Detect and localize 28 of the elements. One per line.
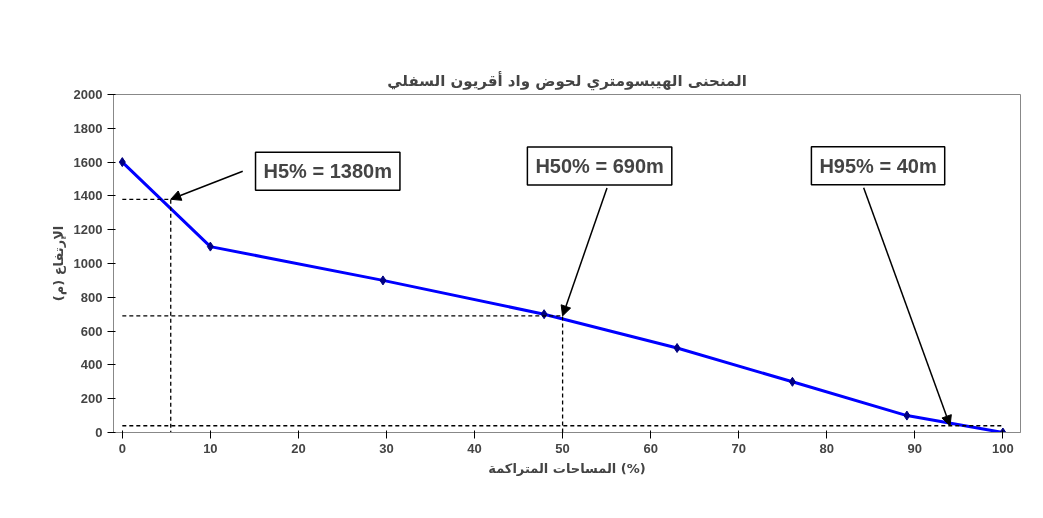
- x-tick-label: 70: [731, 440, 746, 456]
- y-tick-label: 800: [80, 289, 103, 305]
- x-tick-label: 90: [907, 440, 923, 456]
- annotation: H5% = 1380m: [263, 160, 392, 183]
- y-tick-label: 1200: [73, 222, 103, 238]
- x-tick-label: 10: [203, 440, 218, 456]
- y-tick-label: 600: [80, 323, 103, 339]
- y-tick-label: 400: [80, 357, 103, 373]
- x-tick-label: 60: [643, 440, 658, 456]
- x-tick-label: 50: [555, 440, 570, 456]
- x-tick-label: 40: [467, 440, 482, 456]
- y-tick-label: 1400: [73, 188, 103, 204]
- x-tick-label: 20: [291, 440, 306, 456]
- y-tick-label: 1600: [73, 154, 103, 170]
- y-tick-label: 0: [95, 425, 103, 440]
- y-tick-label: 1800: [73, 120, 103, 136]
- x-tick-label: 0: [118, 440, 126, 456]
- y-tick-label: 1000: [73, 256, 103, 271]
- y-tick-label: 200: [80, 391, 103, 407]
- x-tick-label: 80: [819, 440, 835, 456]
- annotation: H95% = 40m: [819, 154, 937, 177]
- annotation: H50% = 690m: [535, 154, 664, 177]
- chart-title: المنحنى الهيبسومتري لحوض واد أقريون السفلي: [387, 70, 747, 91]
- x-tick-label: 30: [379, 440, 394, 456]
- y-axis-title: الإرتفاع (م): [50, 225, 67, 302]
- x-axis-title: المساحات المتراكمة (%): [488, 460, 646, 476]
- y-tick-label: 2000: [73, 87, 103, 102]
- x-tick-label: 100: [992, 440, 1014, 456]
